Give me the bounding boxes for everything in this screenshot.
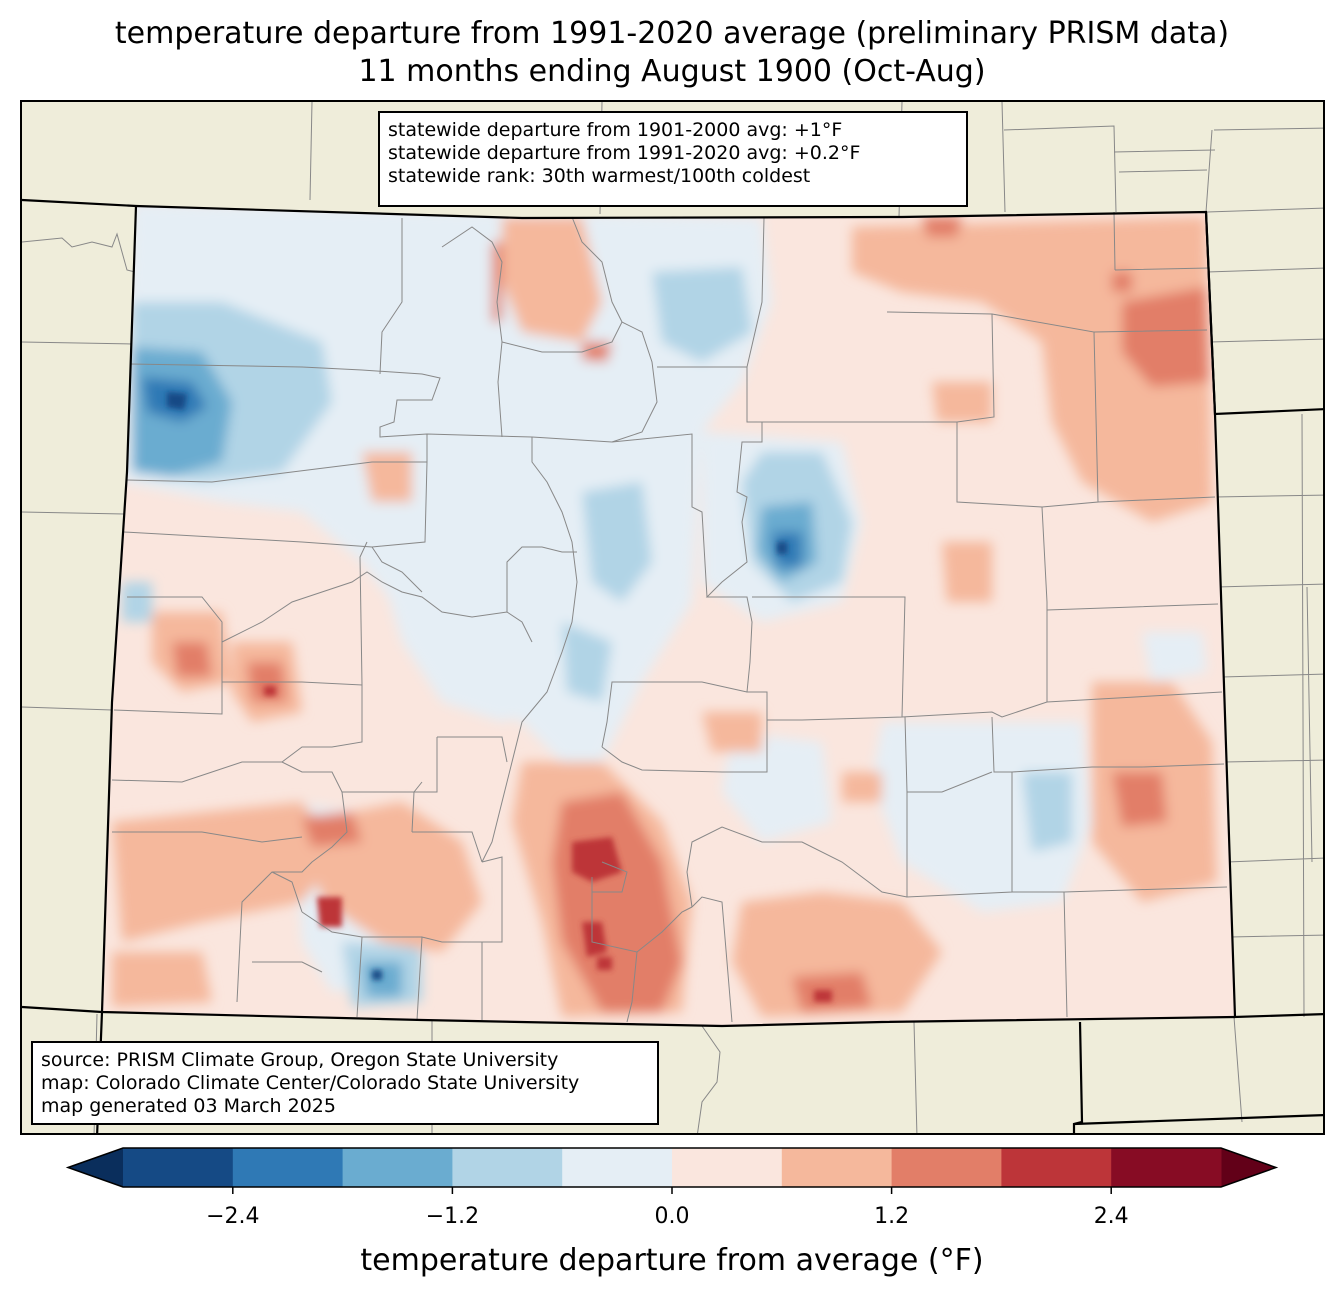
- colorbar-under-arrow: [68, 1148, 123, 1187]
- source-credit-box: source: PRISM Climate Group, Oregon Stat…: [31, 1041, 659, 1125]
- stats-line-1: statewide departure from 1901-2000 avg: …: [388, 119, 843, 141]
- colorado-county-lines: [111, 211, 1228, 1023]
- colorbar-bin-1: [232, 1148, 344, 1187]
- colorbar-bin-5: [672, 1148, 783, 1187]
- colorbar-tick-label-2: 0.0: [655, 1204, 690, 1229]
- temperature-field: [102, 206, 1235, 1026]
- colorbar-bin-9: [1111, 1148, 1222, 1187]
- colorbar-tick-label-3: 1.2: [874, 1204, 909, 1229]
- colorbar: −2.4 −1.2 0.0 1.2 2.4: [65, 1147, 1279, 1229]
- source-line-1: source: PRISM Climate Group, Oregon Stat…: [41, 1049, 559, 1071]
- colorbar-bin-0: [123, 1148, 234, 1187]
- colorbar-tick-label-0: −2.4: [206, 1204, 259, 1229]
- colorbar-bin-8: [1001, 1148, 1112, 1187]
- colorbar-over-arrow: [1221, 1148, 1276, 1187]
- map-title-line-2: 11 months ending August 1900 (Oct-Aug): [358, 54, 986, 89]
- colorbar-bin-4: [562, 1148, 673, 1187]
- map-title-line-1: temperature departure from 1991-2020 ave…: [114, 16, 1230, 51]
- stats-line-2: statewide departure from 1991-2020 avg: …: [388, 142, 861, 164]
- colorbar-bin-2: [342, 1148, 453, 1187]
- colorbar-bin-6: [781, 1148, 893, 1187]
- state-boundaries: [22, 198, 1323, 1133]
- statewide-stats-box: statewide departure from 1901-2000 avg: …: [378, 111, 968, 207]
- colorbar-outline: [65, 1147, 1279, 1188]
- colorado-temperature-map: [22, 102, 1323, 1133]
- stats-line-3: statewide rank: 30th warmest/100th colde…: [388, 165, 811, 187]
- colorbar-tick-label-4: 2.4: [1094, 1204, 1129, 1229]
- colorbar-bin-3: [452, 1148, 563, 1187]
- colorbar-label: temperature departure from average (°F): [360, 1243, 984, 1278]
- colorbar-tick-label-1: −1.2: [426, 1204, 479, 1229]
- colorbar-bin-7: [891, 1148, 1002, 1187]
- source-line-3: map generated 03 March 2025: [41, 1095, 336, 1117]
- source-line-2: map: Colorado Climate Center/Colorado St…: [41, 1072, 580, 1094]
- map-panel: [20, 100, 1325, 1135]
